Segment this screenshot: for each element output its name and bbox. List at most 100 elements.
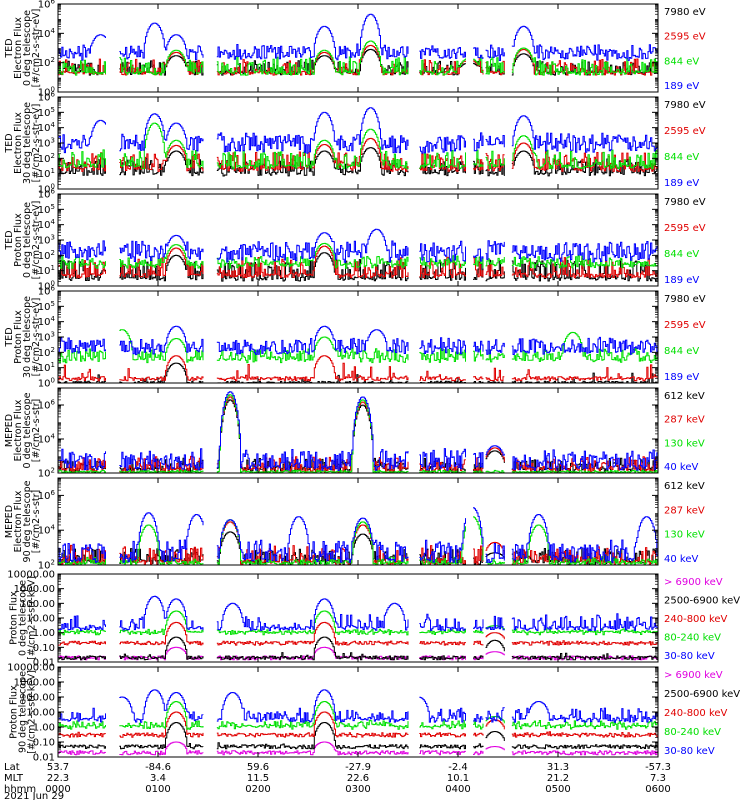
x-tick-label: 22.3: [47, 773, 69, 784]
x-tick-label: 0300: [345, 784, 370, 795]
y-axis-label: Proton Flux: [9, 685, 20, 739]
y-axis-label: Electron Flux: [13, 490, 24, 552]
y-tick-label: 106: [38, 489, 56, 502]
y-tick-label: 102: [38, 152, 55, 165]
axis-row-label: hhmm: [4, 784, 36, 795]
y-tick-label: 1.00: [33, 628, 55, 639]
y-axis-label: 0 deg telescope: [22, 392, 33, 468]
y-axis-label: Proton Flux: [13, 213, 24, 267]
x-tick-label: 7.3: [650, 773, 666, 784]
y-axis-label: Electron Flux: [13, 112, 24, 174]
y-tick-label: 104: [38, 524, 56, 537]
y-tick-label: 104: [38, 121, 56, 134]
y-tick-label: 104: [38, 218, 56, 231]
y-tick-label: 102: [38, 56, 55, 69]
y-tick-label: 100.00: [20, 599, 55, 610]
legend-entry: 7980 eV: [664, 294, 706, 305]
y-tick-label: 102: [38, 467, 55, 480]
y-tick-label: 0.01: [33, 753, 55, 764]
y-tick-label: 100: [38, 280, 55, 293]
y-axis-label: [#/cm2-s-str-eV]: [31, 9, 42, 88]
x-tick-label: 53.7: [47, 762, 69, 773]
series-line-3: [58, 621, 659, 646]
x-tick-label: 0000: [45, 784, 70, 795]
y-tick-label: 100: [38, 183, 55, 196]
y-axis-label: [#/cm2-s-str-eV]: [31, 298, 42, 377]
y-tick-label: 103: [38, 331, 55, 344]
y-tick-label: 101: [38, 361, 55, 374]
legend-entry: 2595 eV: [664, 32, 706, 43]
series-line-4: [58, 507, 659, 563]
series-line-1: [58, 741, 659, 756]
y-tick-label: 104: [38, 433, 56, 446]
x-tick-label: 10.1: [447, 773, 469, 784]
x-tick-label: -84.6: [145, 762, 171, 773]
y-tick-label: 1000.00: [14, 678, 55, 689]
series-line-4: [58, 228, 659, 263]
legend-entry: 2595 eV: [664, 223, 706, 234]
x-tick-label: 0200: [245, 784, 270, 795]
legend-entry: 7980 eV: [664, 7, 706, 18]
date-label: 2021 Jun 29: [4, 791, 64, 800]
x-tick-label: 0500: [545, 784, 570, 795]
y-axis-label: 0 deg telescope: [22, 202, 33, 278]
series-line-4: [58, 701, 659, 730]
y-axis-label: 90 deg telescope: [18, 671, 29, 753]
panel-frame: [57, 290, 659, 384]
legend-entry: 240-800 keV: [664, 614, 728, 625]
y-tick-label: 100: [38, 86, 55, 99]
series-line-4: [58, 325, 659, 356]
x-tick-label: 0400: [445, 784, 470, 795]
legend-entry: 2500-6900 keV: [664, 689, 740, 700]
y-axis-label: 0 deg telescope: [22, 10, 33, 86]
y-tick-label: 106: [38, 91, 56, 104]
legend-entry: 30-80 keV: [664, 651, 715, 662]
legend-entry: 7980 eV: [664, 197, 706, 208]
x-tick-label: 0100: [145, 784, 170, 795]
y-axis-label: TED: [4, 327, 15, 347]
y-tick-label: 106: [38, 399, 56, 412]
legend-entry: 844 eV: [664, 346, 699, 357]
x-tick-label: -27.9: [345, 762, 371, 773]
panel-frame: [57, 573, 659, 663]
legend-entry: 612 keV: [664, 481, 705, 492]
y-tick-label: 102: [38, 249, 55, 262]
legend-entry: 2595 eV: [664, 320, 706, 331]
y-tick-label: 10000.00: [7, 663, 55, 674]
x-tick-label: 3.4: [150, 773, 166, 784]
y-axis-label: 30 deg telescope: [22, 102, 33, 184]
y-axis-label: Electron Flux: [13, 17, 24, 79]
legend-entry: > 6900 keV: [664, 670, 723, 681]
series-line-2: [58, 137, 659, 172]
panel-frame: [57, 96, 659, 190]
panel-frame: [57, 666, 659, 758]
y-tick-label: 0.10: [33, 643, 55, 654]
y-tick-label: 10.00: [26, 708, 55, 719]
y-tick-label: 10000.00: [7, 570, 55, 581]
x-tick-label: 31.3: [547, 762, 569, 773]
legend-entry: 130 keV: [664, 530, 705, 541]
series-line-3: [58, 40, 659, 76]
x-tick-label: 21.2: [547, 773, 569, 784]
series-line-4: [58, 13, 659, 61]
series-line-3: [58, 122, 659, 170]
y-axis-label: TED: [4, 133, 15, 153]
axis-row-label: MLT: [4, 773, 24, 784]
series-line-5: [58, 689, 659, 723]
y-tick-label: 102: [38, 559, 55, 572]
x-tick-label: 11.5: [247, 773, 269, 784]
y-axis-label: 30 deg telescope: [22, 296, 33, 378]
y-tick-label: 106: [38, 0, 56, 11]
y-axis-label: MEPED: [4, 414, 15, 447]
y-tick-label: 105: [38, 300, 55, 313]
legend-entry: 612 keV: [664, 391, 705, 402]
y-axis-label: [#/cm2-s-str-eV]: [31, 201, 42, 280]
y-tick-label: 0.10: [33, 738, 55, 749]
y-axis-label: MEPED: [4, 505, 15, 538]
legend-entry: 287 keV: [664, 505, 705, 516]
y-tick-label: 106: [38, 285, 56, 298]
